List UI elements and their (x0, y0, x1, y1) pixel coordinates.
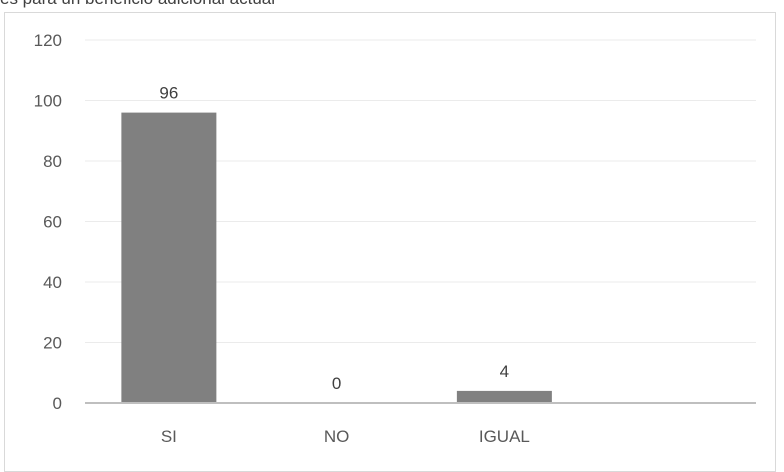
data-label: 4 (500, 362, 509, 381)
data-label: 96 (159, 84, 178, 103)
x-tick-label: NO (324, 427, 350, 446)
x-tick-label: IGUAL (479, 427, 530, 446)
bar-si (121, 112, 217, 403)
data-label: 0 (332, 374, 341, 393)
bar-chart: 0 20 40 60 80 100 120 96 SI 0 NO 4 IGUAL (34, 31, 756, 446)
bar-igual (456, 390, 552, 403)
y-tick-label: 20 (43, 334, 62, 353)
y-tick-label: 40 (43, 273, 62, 292)
chart-title: es para un beneficio adicional actual (0, 0, 275, 9)
y-tick-label: 80 (43, 152, 62, 171)
x-tick-label: SI (161, 427, 177, 446)
y-tick-label: 120 (34, 31, 62, 50)
y-tick-label: 0 (53, 394, 62, 413)
y-tick-label: 100 (34, 92, 62, 111)
y-tick-label: 60 (43, 213, 62, 232)
